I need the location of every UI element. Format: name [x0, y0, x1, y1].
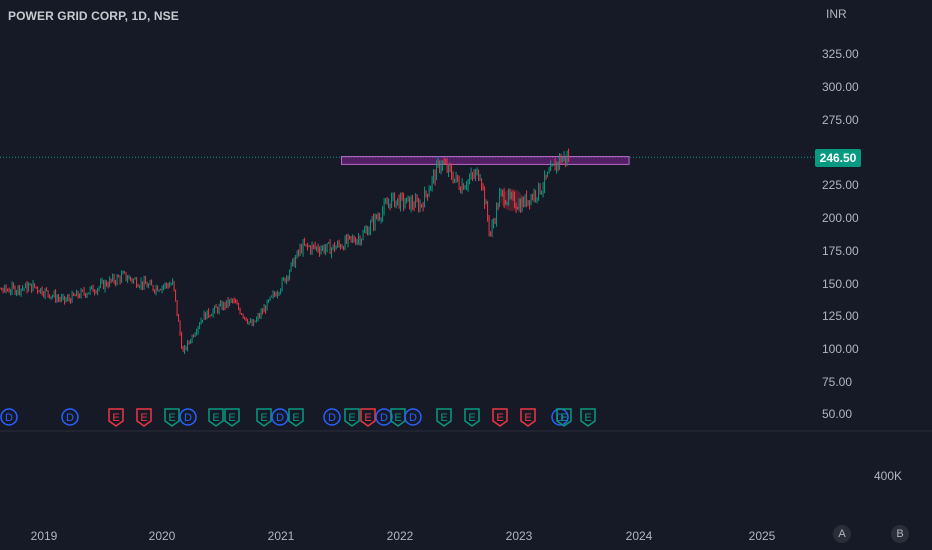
event-label: D	[380, 412, 388, 424]
time-tick: 2021	[267, 529, 295, 543]
dividend-badge[interactable]	[404, 408, 422, 426]
event-label: D	[276, 412, 284, 424]
event-label: E	[468, 412, 475, 424]
price-tick: 175.00	[822, 244, 859, 258]
event-label: D	[5, 412, 13, 424]
time-tick: 2019	[30, 529, 58, 543]
event-label: E	[440, 412, 447, 424]
event-label: E	[228, 412, 235, 424]
event-label: D	[409, 412, 417, 424]
event-label: D	[556, 412, 564, 424]
event-label: E	[364, 412, 371, 424]
price-tick: 100.00	[822, 342, 859, 356]
earnings-badge[interactable]	[390, 408, 406, 427]
event-label: E	[168, 412, 175, 424]
price-tick: 300.00	[822, 80, 859, 94]
dividend-badge[interactable]	[271, 408, 289, 426]
earnings-badge[interactable]	[492, 408, 508, 427]
price-tick: 225.00	[822, 178, 859, 192]
price-tick: 200.00	[822, 211, 859, 225]
earnings-badge[interactable]	[464, 408, 480, 427]
price-tick: 75.00	[822, 375, 853, 389]
price-tick: 150.00	[822, 277, 859, 291]
earnings-badge[interactable]	[580, 408, 596, 427]
dividend-badge[interactable]	[323, 408, 341, 426]
event-label: E	[584, 412, 591, 424]
earnings-badge[interactable]	[288, 408, 304, 427]
price-tick: 125.00	[822, 309, 859, 323]
event-label: E	[260, 412, 267, 424]
time-tick: 2023	[505, 529, 533, 543]
event-label: E	[560, 412, 567, 424]
earnings-badge[interactable]	[520, 408, 536, 427]
time-tick: 2025	[748, 529, 776, 543]
price-tick: 325.00	[822, 47, 859, 61]
currency-label: INR	[826, 7, 847, 21]
log-scale-button[interactable]: B	[891, 525, 909, 543]
earnings-badge[interactable]	[208, 408, 224, 427]
symbol-title[interactable]: POWER GRID CORP, 1D, NSE	[8, 9, 179, 23]
event-label: E	[292, 412, 299, 424]
earnings-badge[interactable]	[136, 408, 152, 427]
event-label: D	[66, 412, 74, 424]
event-label: E	[212, 412, 219, 424]
price-tick: 275.00	[822, 113, 859, 127]
event-label: E	[112, 412, 119, 424]
earnings-badge[interactable]	[224, 408, 240, 427]
time-tick: 2022	[386, 529, 414, 543]
earnings-badge[interactable]	[556, 408, 572, 427]
time-tick: 2024	[625, 529, 653, 543]
price-tick: 50.00	[822, 407, 853, 421]
last-price-label: 246.50	[815, 149, 861, 167]
dividend-badge[interactable]	[61, 408, 79, 426]
earnings-badge[interactable]	[256, 408, 272, 427]
earnings-badge[interactable]	[164, 408, 180, 427]
event-label: E	[524, 412, 531, 424]
event-label: D	[184, 412, 192, 424]
dividend-badge[interactable]	[179, 408, 197, 426]
earnings-badge[interactable]	[436, 408, 452, 427]
dividend-badge[interactable]	[375, 408, 393, 426]
earnings-badge[interactable]	[344, 408, 360, 427]
resistance-zone[interactable]	[341, 156, 630, 165]
volume-tick: 400K	[874, 469, 903, 483]
auto-scale-button[interactable]: A	[833, 525, 851, 543]
event-label: E	[140, 412, 147, 424]
event-label: E	[496, 412, 503, 424]
events-layer: D D E E E D E E E D E D E E D E D E E E E DE E	[0, 408, 596, 427]
event-label: E	[394, 412, 401, 424]
time-tick: 2020	[148, 529, 176, 543]
earnings-badge[interactable]	[360, 408, 376, 427]
event-label: D	[328, 412, 336, 424]
candles-layer	[0, 148, 570, 355]
dividend-badge[interactable]	[0, 408, 18, 426]
earnings-badge[interactable]	[108, 408, 124, 427]
event-label: E	[348, 412, 355, 424]
highlight-marker	[501, 189, 523, 211]
